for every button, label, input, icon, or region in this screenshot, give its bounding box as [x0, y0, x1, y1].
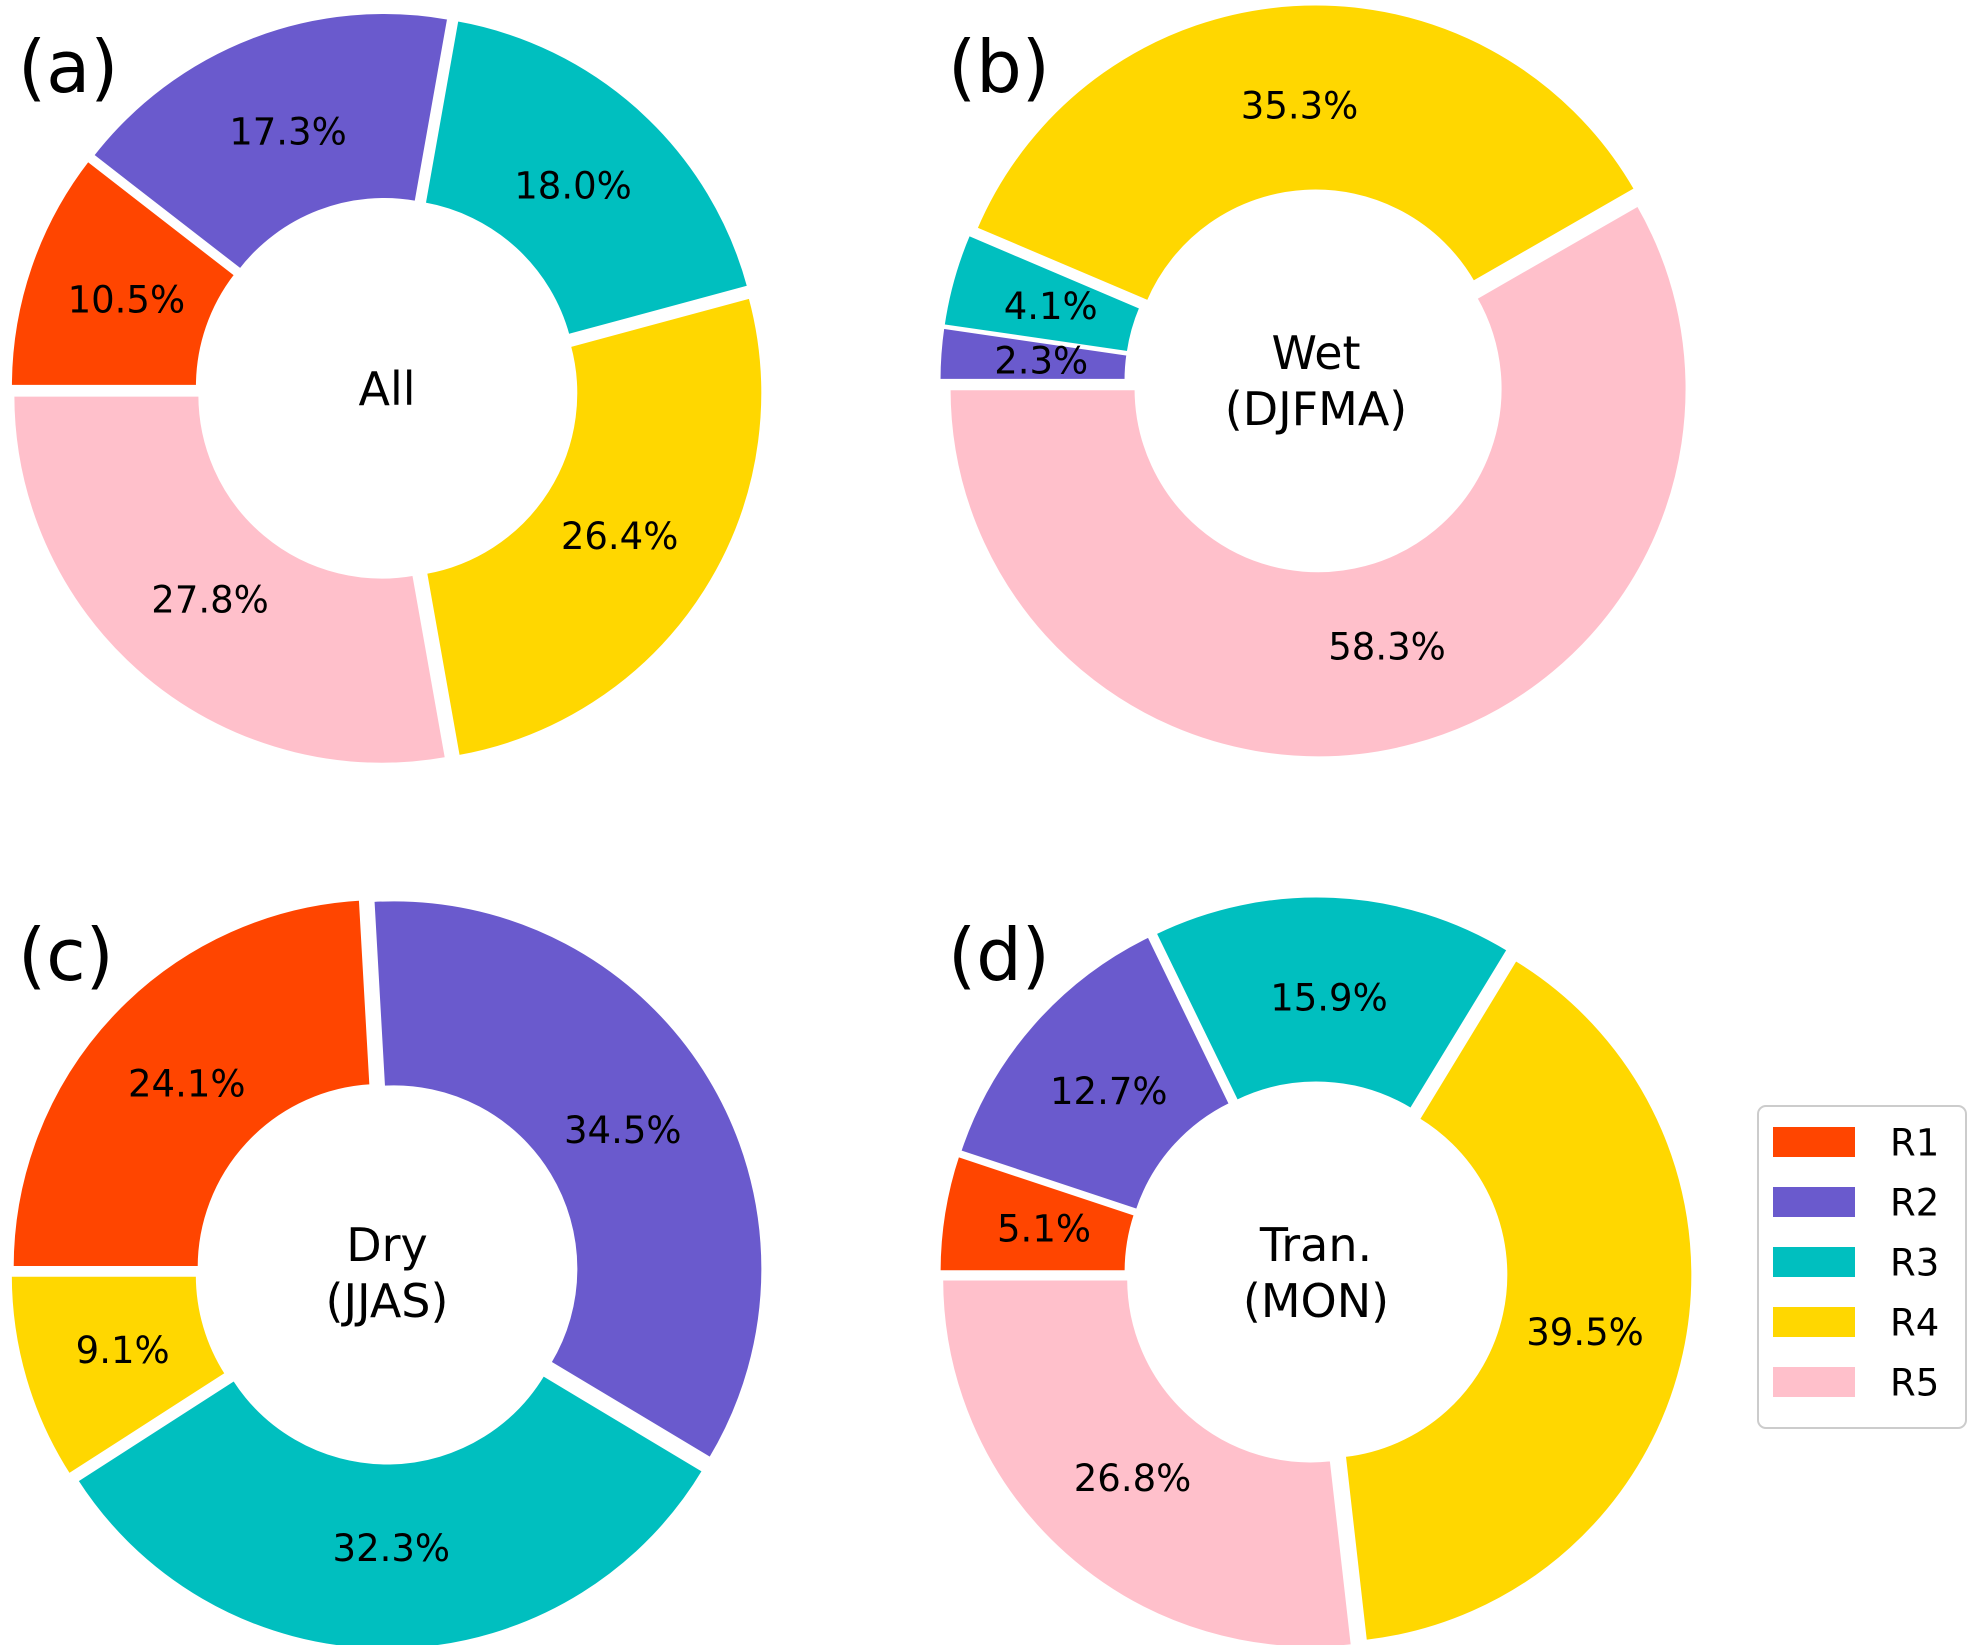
legend-label-r4: R4 [1890, 1302, 1939, 1345]
legend-label-r5: R5 [1890, 1362, 1939, 1405]
slice-r5 [11, 393, 449, 766]
slice-r3 [422, 18, 751, 338]
slice-label-r5: 58.3% [1328, 626, 1446, 669]
slice-label-r1: 24.1% [128, 1062, 246, 1105]
slice-r1 [8, 158, 238, 388]
slice-r4 [423, 295, 765, 759]
slice-label-r2: 12.7% [1050, 1070, 1168, 1113]
legend-frame [1757, 1105, 1967, 1429]
slice-r4 [8, 1273, 229, 1478]
center-label: Tran. [1259, 1218, 1372, 1272]
slice-label-r2: 17.3% [229, 110, 347, 153]
slice-r2 [90, 11, 451, 273]
center-label: (JJAS) [326, 1274, 449, 1328]
donut-panel-4: 5.1% 12.7% 15.9% 39.5% 26.8% Tran.(MON) (d) [937, 894, 1695, 1645]
panel-letter: (a) [18, 25, 118, 109]
slice-r4 [973, 2, 1638, 304]
center-label: All [358, 362, 415, 416]
center-label: (MON) [1243, 1274, 1389, 1328]
slice-label-r1: 5.1% [997, 1208, 1091, 1251]
center-label: Dry [346, 1218, 428, 1272]
legend-label-r3: R3 [1890, 1242, 1939, 1285]
donut-panel-1: 10.5% 17.3% 18.0% 26.4% 27.8% All (a) [8, 11, 765, 766]
panel-letter: (c) [18, 913, 114, 997]
slice-r3 [74, 1372, 706, 1645]
slice-r2 [937, 325, 1130, 382]
legend-label-r2: R2 [1890, 1182, 1939, 1225]
slice-label-r3: 32.3% [333, 1527, 451, 1570]
center-label: Wet [1271, 326, 1360, 380]
legend-label-r1: R1 [1890, 1122, 1939, 1165]
legend-swatch-r1 [1773, 1127, 1855, 1157]
slice-label-r3: 4.1% [1004, 285, 1098, 328]
slice-r3 [941, 232, 1143, 355]
legend-swatch-r4 [1773, 1307, 1855, 1337]
legend-swatch-r3 [1773, 1247, 1855, 1277]
center-label: (DJFMA) [1225, 382, 1408, 436]
slice-r2 [957, 933, 1233, 1213]
slice-r1 [937, 1153, 1138, 1274]
donut-panel-2: 2.3% 4.1% 35.3% 58.3% Wet(DJFMA) (b) [937, 2, 1689, 760]
slice-label-r1: 10.5% [68, 278, 186, 321]
slice-label-r3: 18.0% [514, 164, 632, 207]
slice-label-r4: 9.1% [76, 1329, 170, 1372]
slice-r5 [940, 1277, 1354, 1645]
chart-panels: 10.5% 17.3% 18.0% 26.4% 27.8% All (a) 2.3% 4.1% 3… [8, 2, 1695, 1645]
slice-label-r4: 39.5% [1526, 1311, 1644, 1354]
donut-panel-3: 24.1% 34.5% 32.3% 9.1% Dry(JJAS) (c) [8, 897, 765, 1645]
panel-letter: (d) [948, 913, 1050, 997]
slice-label-r4: 35.3% [1241, 84, 1359, 127]
legend: R1 R2 R3 R4 R5 [1757, 1105, 1967, 1429]
slice-label-r4: 26.4% [561, 515, 679, 558]
panel-letter: (b) [948, 25, 1050, 109]
slice-r4 [1342, 957, 1695, 1644]
legend-swatch-r2 [1773, 1187, 1855, 1217]
slice-r1 [10, 897, 373, 1270]
slice-r5 [947, 202, 1689, 760]
slice-label-r5: 27.8% [151, 579, 269, 622]
slice-label-r2: 34.5% [564, 1109, 682, 1152]
slice-label-r3: 15.9% [1270, 976, 1388, 1019]
slice-r3 [1153, 894, 1511, 1112]
legend-swatch-r5 [1773, 1367, 1855, 1397]
slice-r2 [371, 898, 765, 1461]
slice-label-r2: 2.3% [994, 340, 1088, 383]
slice-label-r5: 26.8% [1074, 1457, 1192, 1500]
